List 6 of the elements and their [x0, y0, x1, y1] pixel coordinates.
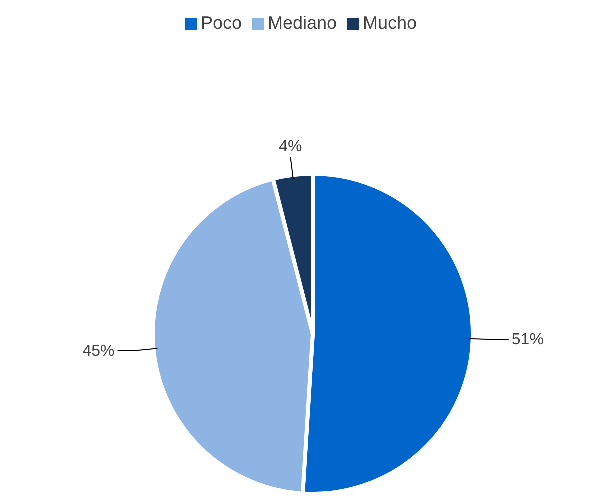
legend-label: Poco — [200, 13, 242, 33]
data-label: 4% — [279, 138, 302, 156]
legend-label: Mediano — [268, 13, 338, 33]
data-label: 51% — [512, 332, 544, 349]
data-label: 45% — [82, 342, 115, 360]
legend-label: Mucho — [363, 13, 418, 33]
